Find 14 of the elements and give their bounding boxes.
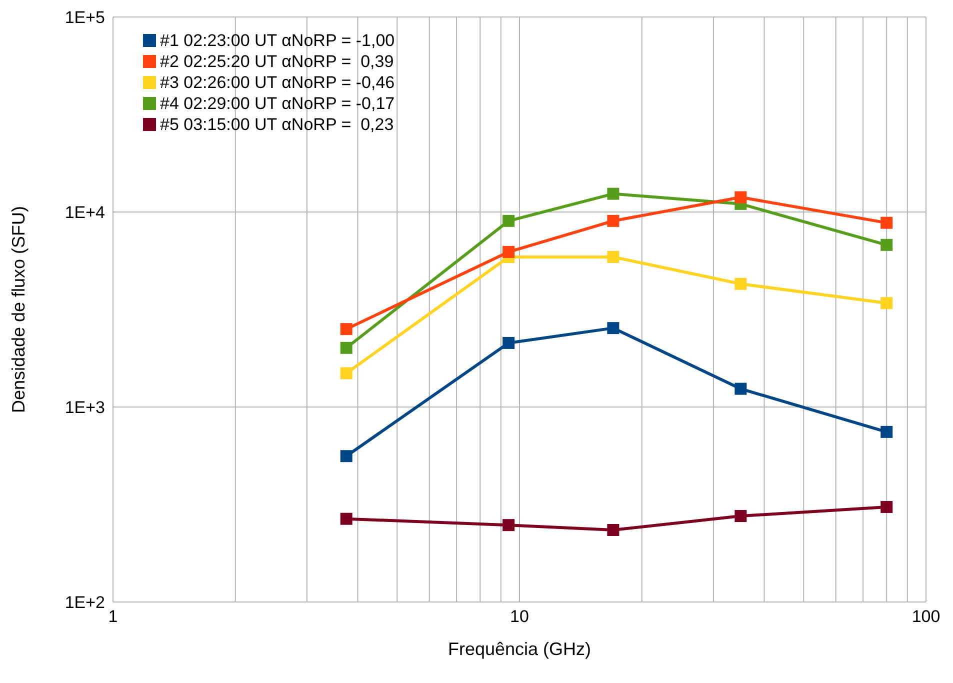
x-tick-label: 100: [912, 607, 940, 626]
y-axis-title: Densidade de fluxo (SFU): [8, 206, 28, 414]
y-tick-label: 1E+4: [64, 203, 105, 222]
legend-label: #3 02:26:00 UT αNoRP = -0,46: [160, 72, 395, 93]
x-tick-label: 1: [108, 607, 118, 626]
x-axis-title: Frequência (GHz): [448, 639, 592, 659]
x-tick-label: 10: [510, 607, 529, 626]
y-tick-label: 1E+3: [64, 398, 105, 418]
y-tick-label: 1E+2: [64, 593, 105, 612]
legend-label: #1 02:23:00 UT αNoRP = -1,00: [160, 30, 395, 51]
legend-label: #2 02:25:20 UT αNoRP = 0,39: [160, 51, 394, 72]
legend-label: #4 02:29:00 UT αNoRP = -0,17: [160, 93, 395, 114]
y-tick-label: 1E+5: [64, 8, 105, 28]
legend-label: #5 03:15:00 UT αNoRP = 0,23: [160, 114, 394, 135]
